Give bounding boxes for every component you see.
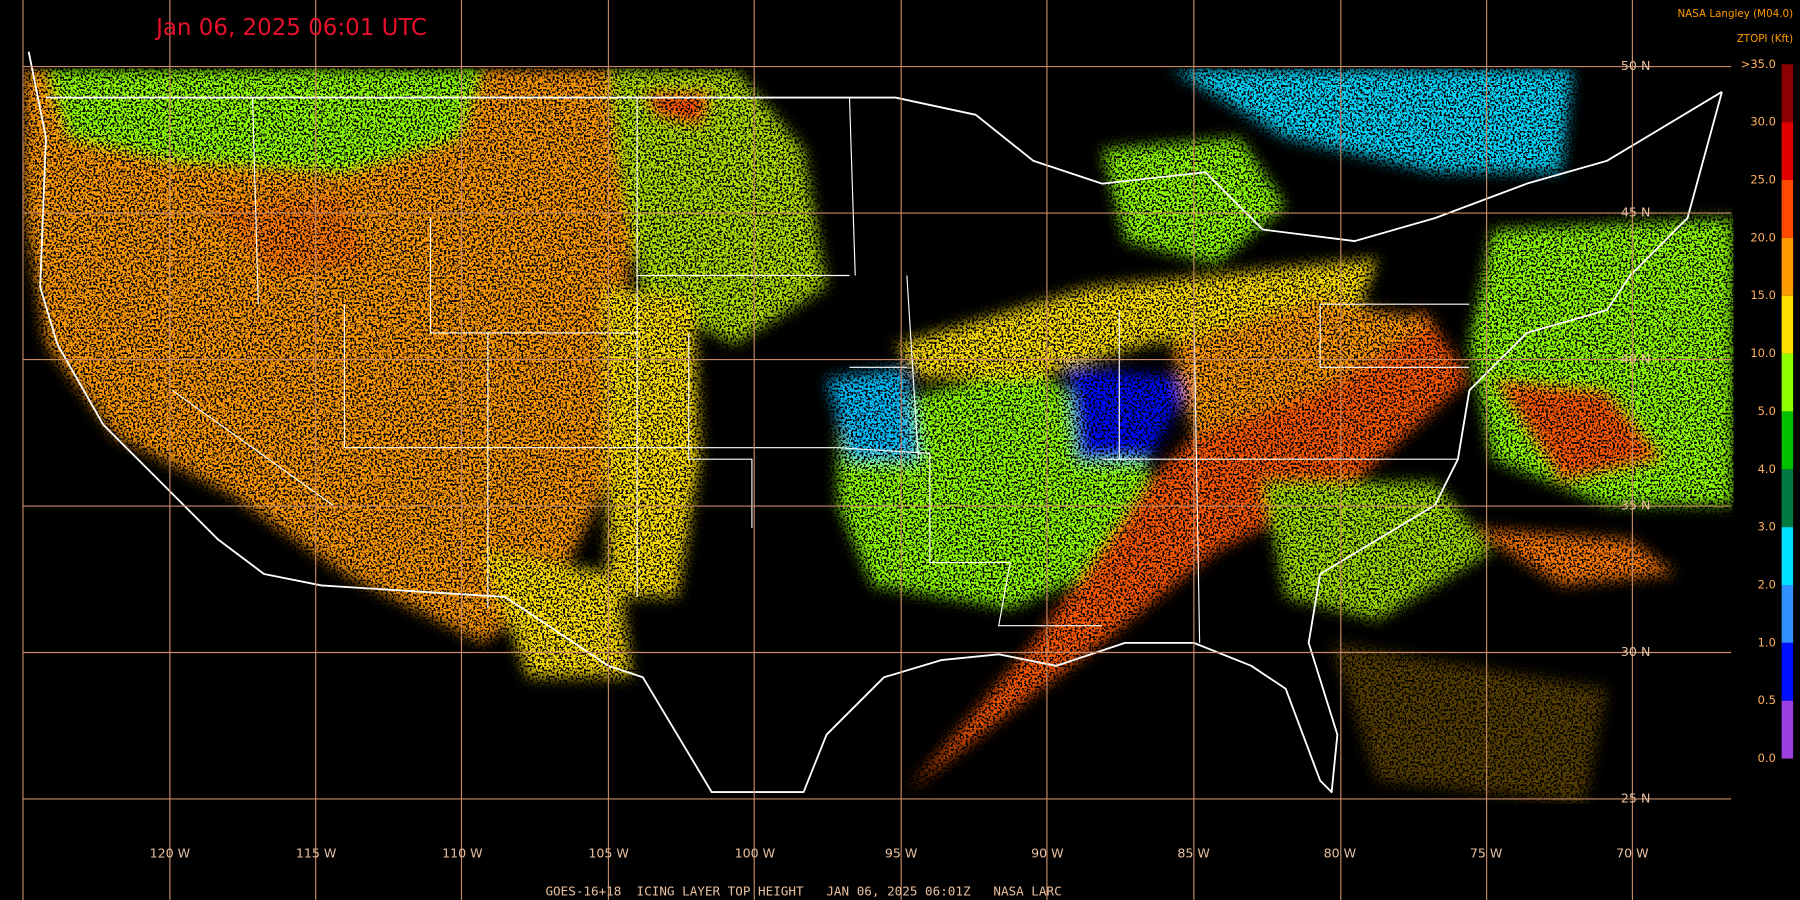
graticule xyxy=(22,0,1732,900)
longitude-label: 80 W xyxy=(1324,846,1357,861)
legend-swatch xyxy=(1781,295,1794,354)
legend-swatch xyxy=(1781,237,1794,296)
us-border xyxy=(27,51,1723,794)
legend-label: 5.0 xyxy=(1758,404,1776,418)
legend-swatch xyxy=(1781,180,1794,238)
legend-title: ZTOPI (Kft) xyxy=(1737,33,1793,45)
legend-swatch xyxy=(1781,527,1794,585)
legend-swatch xyxy=(1781,411,1794,470)
legend-label: 3.0 xyxy=(1758,520,1776,534)
legend-swatch xyxy=(1781,64,1794,123)
legend-label: 0.5 xyxy=(1758,693,1776,707)
latitude-label: 30 N xyxy=(1621,644,1651,659)
longitude-label: 120 W xyxy=(150,846,191,861)
credit: NASA Langley (M04.0) xyxy=(1677,8,1793,20)
legend-label: 15.0 xyxy=(1750,288,1776,302)
longitude-label: 105 W xyxy=(588,846,629,861)
state-lines xyxy=(169,97,1470,643)
legend-swatch xyxy=(1781,353,1794,412)
longitude-label: 95 W xyxy=(885,846,918,861)
legend-label: 2.0 xyxy=(1758,578,1776,592)
longitude-label: 70 W xyxy=(1616,846,1649,861)
latitude-label: 40 N xyxy=(1621,351,1651,366)
longitude-lines xyxy=(22,0,1633,900)
legend-label: 25.0 xyxy=(1750,173,1776,187)
longitude-label: 110 W xyxy=(442,846,483,861)
legend-swatch xyxy=(1781,700,1794,759)
legend-label: >35.0 xyxy=(1741,57,1776,71)
latitude-label: 35 N xyxy=(1621,498,1651,513)
longitude-label: 115 W xyxy=(296,846,337,861)
longitude-label: 100 W xyxy=(735,846,776,861)
legend-swatch xyxy=(1781,122,1794,180)
latitude-label: 50 N xyxy=(1621,58,1651,73)
legend-label: 10.0 xyxy=(1750,346,1776,360)
legend-swatch xyxy=(1781,642,1794,701)
legend-swatch xyxy=(1781,469,1794,528)
latitude-label: 45 N xyxy=(1621,205,1651,220)
legend-label: 30.0 xyxy=(1750,115,1776,129)
footer: GOES-16+18 ICING LAYER TOP HEIGHT JAN 06… xyxy=(545,883,1061,898)
legend-swatch xyxy=(1781,585,1794,643)
timestamp: Jan 06, 2025 06:01 UTC xyxy=(154,15,427,41)
legend-label: 1.0 xyxy=(1758,635,1776,649)
latitude-label: 25 N xyxy=(1621,790,1651,805)
latitude-lines xyxy=(22,66,1732,800)
longitude-label: 85 W xyxy=(1177,846,1210,861)
legend-label: 20.0 xyxy=(1750,230,1776,244)
longitude-label: 75 W xyxy=(1470,846,1503,861)
longitude-label: 90 W xyxy=(1031,846,1064,861)
legend-label: 4.0 xyxy=(1758,462,1776,476)
legend-label: 0.0 xyxy=(1758,751,1776,765)
